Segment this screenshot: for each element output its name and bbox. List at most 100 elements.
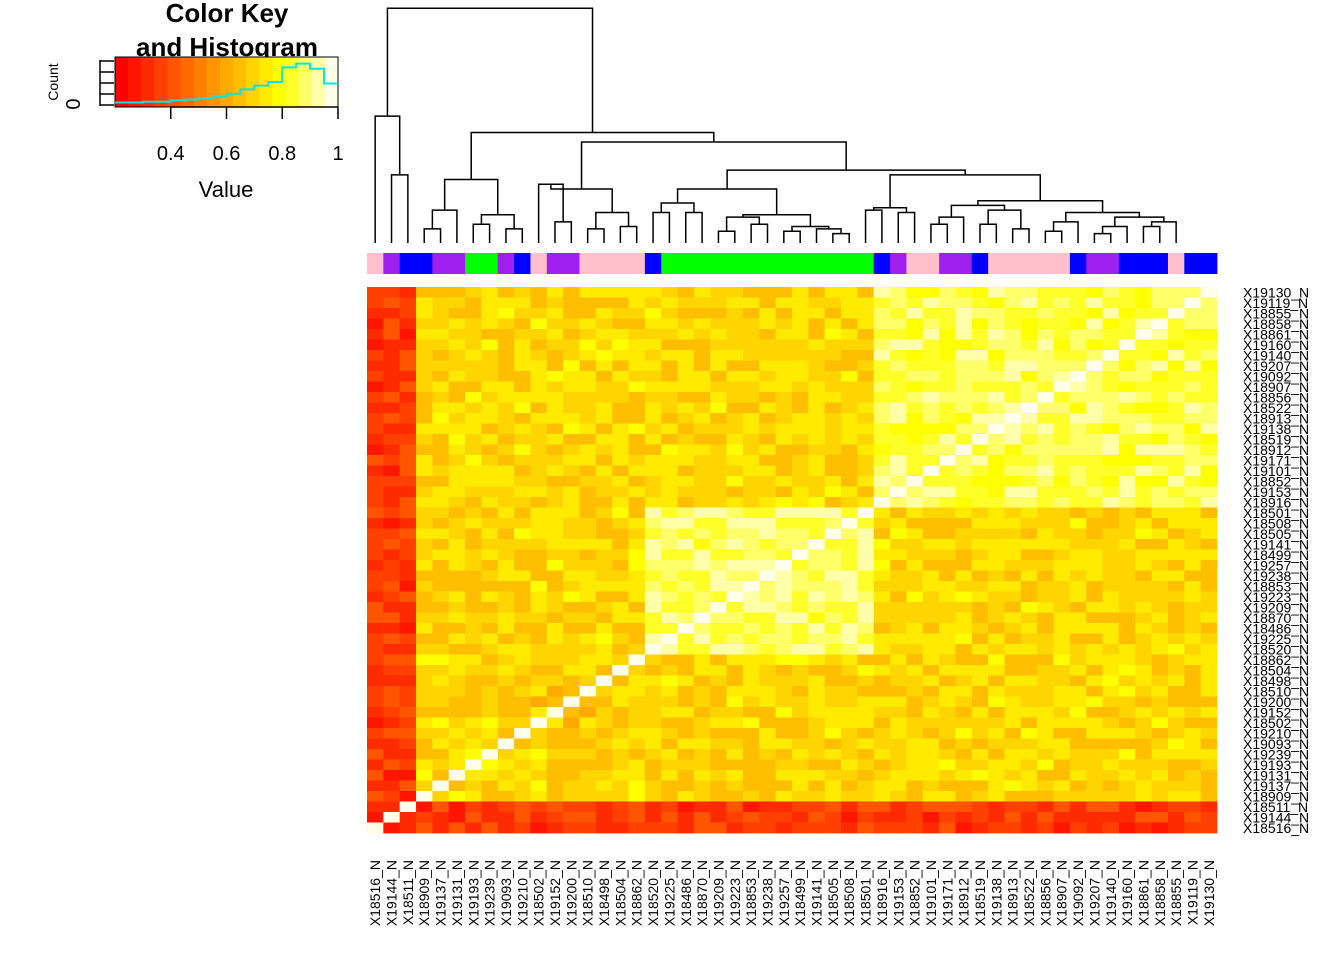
column-side-color	[416, 253, 433, 274]
heatmap-cell	[792, 602, 809, 613]
heatmap-cell	[563, 549, 580, 561]
heatmap-cell	[890, 528, 907, 540]
heatmap-cell	[1086, 612, 1103, 624]
heatmap-cell	[563, 318, 580, 330]
dendrogram-branch	[586, 228, 605, 243]
heatmap-cell	[906, 486, 924, 498]
heatmap-cell	[416, 770, 433, 781]
heatmap-cell	[546, 675, 564, 687]
heatmap-cell	[792, 350, 809, 361]
heatmap-cell	[448, 770, 466, 781]
heatmap-cell	[1135, 329, 1153, 340]
heatmap-cell	[514, 707, 531, 718]
heatmap-cell	[775, 507, 793, 519]
heatmap-cell	[841, 665, 858, 676]
heatmap-cell	[824, 434, 842, 445]
heatmap-cell	[579, 434, 597, 445]
heatmap-cell	[906, 633, 924, 645]
heatmap-cell	[481, 287, 499, 298]
heatmap-cell	[579, 455, 597, 466]
row-label: X18486_N	[1243, 620, 1309, 636]
heatmap-cell	[939, 591, 956, 603]
heatmap-cell	[416, 465, 433, 477]
heatmap-cell	[448, 371, 466, 382]
heatmap-cell	[644, 549, 662, 561]
heatmap-cell	[857, 812, 875, 823]
heatmap-cell	[693, 633, 711, 645]
dendrogram-branch	[750, 223, 769, 243]
heatmap-cell	[1151, 717, 1169, 729]
heatmap-cell	[612, 402, 629, 414]
heatmap-cell	[530, 665, 548, 676]
heatmap-cell	[1102, 528, 1120, 540]
heatmap-cell	[971, 297, 989, 309]
heatmap-cell	[595, 465, 613, 477]
heatmap-cell	[1020, 455, 1038, 466]
heatmap-cell	[399, 665, 417, 676]
heatmap-cell	[1053, 707, 1071, 718]
heatmap-cell	[808, 329, 826, 340]
heatmap-cell	[857, 759, 875, 771]
heatmap-cell	[432, 413, 450, 424]
heatmap-cell	[955, 486, 973, 498]
heatmap-cell	[759, 518, 777, 529]
heatmap-cell	[448, 644, 466, 655]
heatmap-cell	[530, 497, 548, 508]
heatmap-cell	[481, 770, 499, 781]
heatmap-cell	[383, 822, 401, 834]
heatmap-cell	[841, 707, 858, 718]
heatmap-cell	[546, 497, 564, 508]
heatmap-cell	[1086, 549, 1103, 561]
heatmap-cell	[726, 497, 744, 508]
heatmap-cell	[824, 675, 842, 687]
heatmap-cell	[726, 528, 744, 540]
heatmap-cell	[661, 801, 678, 813]
heatmap-cell	[873, 444, 891, 456]
heatmap-cell	[759, 612, 777, 624]
heatmap-cell	[955, 801, 973, 813]
heatmap-cell	[742, 759, 760, 771]
heatmap-cell	[677, 423, 695, 435]
heatmap-cell	[742, 518, 760, 529]
column-label: X18853_N	[743, 860, 759, 926]
heatmap-cell	[1037, 791, 1054, 802]
heatmap-cell	[432, 539, 450, 550]
heatmap-cell	[1053, 717, 1071, 729]
heatmap-cell	[497, 339, 515, 351]
heatmap-cell	[857, 287, 875, 298]
heatmap-cell	[890, 612, 907, 624]
heatmap-cell	[1004, 791, 1022, 802]
heatmap-cell	[808, 717, 826, 729]
heatmap-cell	[1102, 381, 1120, 393]
row-label: X18510_N	[1243, 683, 1309, 699]
heatmap-cell	[1118, 297, 1136, 309]
heatmap-cell	[367, 465, 384, 477]
row-labels: X19130_NX19119_NX18855_NX18858_NX18861_N…	[1243, 284, 1309, 836]
heatmap-cell	[383, 497, 401, 508]
heatmap-cell	[693, 812, 711, 823]
heatmap-cell	[1069, 686, 1087, 697]
heatmap-cell	[546, 749, 564, 760]
heatmap-cell	[1053, 686, 1071, 697]
row-label: X18499_N	[1243, 547, 1309, 563]
heatmap-cell	[906, 360, 924, 372]
heatmap-cell	[481, 717, 499, 729]
heatmap-cell	[955, 329, 973, 340]
heatmap-cell	[922, 675, 940, 687]
heatmap-cell	[595, 791, 613, 802]
heatmap-cell	[481, 518, 499, 529]
heatmap-cell	[465, 675, 482, 687]
heatmap-cell	[546, 507, 564, 519]
heatmap-cell	[1167, 350, 1185, 361]
heatmap-cell	[890, 570, 907, 582]
heatmap-cell	[792, 791, 809, 802]
row-label: X19239_N	[1243, 746, 1309, 762]
heatmap-cell	[1037, 434, 1054, 445]
heatmap-cell	[1004, 801, 1022, 813]
heatmap-cell	[775, 717, 793, 729]
heatmap-cell	[1086, 539, 1103, 550]
heatmap-cell	[1151, 675, 1169, 687]
heatmap-cell	[546, 329, 564, 340]
column-label: X18486_N	[678, 860, 694, 926]
heatmap-cell	[530, 570, 548, 582]
